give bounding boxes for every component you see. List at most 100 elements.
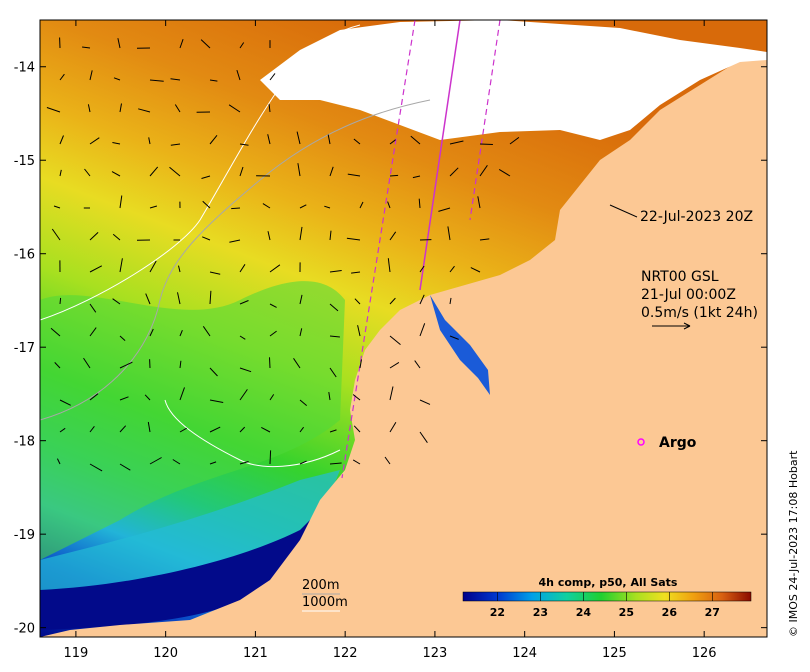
lat-tick-label: -18 [14,435,35,450]
isobath-200m [40,99,431,421]
lon-tick-label: 123 [422,646,447,661]
current-vector [353,138,361,145]
current-vector [89,425,95,433]
sst-map [40,20,767,637]
current-vector [293,358,301,369]
current-vector [119,463,131,471]
current-vector [327,134,331,145]
current-vector [412,175,421,179]
current-vector [200,39,211,49]
latitude-axis: -14 -15 -16 -17 -18 -19 -20 [14,61,767,637]
current-vector [179,387,185,401]
current-vector [117,38,121,49]
current-vector [179,330,183,337]
current-scale-label: 0.5m/s (1kt 24h) [641,305,758,321]
colorbar-tick-label: 25 [619,606,634,619]
lat-tick-label: -14 [14,61,35,76]
current-vector [144,394,151,401]
current-vector [419,294,425,305]
isobath-1000m [40,24,361,321]
current-vector [262,203,271,209]
lon-tick-label: 125 [602,646,627,661]
current-vector [389,231,397,241]
current-vector [119,258,123,273]
current-vector [148,137,151,145]
satellite-track [341,20,416,479]
isobath-legend-200m: 200m [302,578,339,593]
current-vector [479,165,488,177]
current-vector [89,303,97,313]
current-vector [449,167,459,177]
current-vector [299,399,308,406]
current-vector [329,303,339,312]
current-vector [384,456,391,465]
current-vector [410,135,421,145]
current-vector [89,265,103,273]
current-vector [269,303,277,308]
current-vectors [46,37,520,472]
current-vector [89,137,100,145]
current-vector [170,143,181,146]
colorbar-tick-label: 24 [576,606,592,619]
current-vector [239,166,244,177]
current-vector [51,228,61,241]
satellite-track [469,20,501,221]
current-vector [149,457,162,465]
current-vector [299,460,307,465]
current-vector [329,166,334,177]
cool-coastal-band [40,470,340,610]
current-vector [329,367,337,378]
current-vector [297,163,301,177]
current-vector [346,237,361,241]
current-vector [56,458,61,465]
current-vector [59,297,62,305]
current-vector [239,461,249,465]
current-vector [209,426,221,433]
current-vector [209,271,221,275]
current-vector [119,361,133,369]
current-vector [209,461,217,465]
current-vector [169,166,181,177]
current-vector [87,104,91,113]
current-vector [477,196,481,209]
current-vector [269,357,271,369]
current-vector [174,104,181,113]
current-vector [329,230,332,241]
isobath-legend-1000m: 1000m [302,595,348,610]
current-vector [354,298,361,305]
current-vector [229,239,241,243]
current-vector [119,195,123,209]
current-vector [209,79,218,82]
current-vector [149,260,157,273]
current-vector [449,140,464,145]
isobath-1000m-offshore [164,399,341,467]
colorbar-tick-label: 26 [662,606,678,619]
current-vector [119,103,122,113]
current-vector [389,335,401,345]
lat-tick-label: -16 [14,248,35,263]
current-vector [89,232,99,241]
current-vector [329,270,342,273]
current-vector [329,335,340,338]
colorbar-tick-label: 22 [490,606,505,619]
current-vector [112,233,121,241]
current-vector [119,425,127,433]
current-vector [202,236,211,241]
current-vector [479,238,490,241]
colorbar-scale [462,591,752,602]
current-vector [329,462,342,465]
current-vector [202,326,211,337]
current-vector [498,168,511,177]
current-vector [149,166,159,177]
current-vector [172,459,181,465]
lat-tick-label: -19 [14,528,35,543]
current-vector [269,394,275,401]
current-vector [239,389,248,401]
current-vector [239,367,252,373]
current-vector [419,399,431,405]
current-vector [324,205,331,209]
lon-tick-label: 120 [153,646,178,661]
map-border [39,19,768,638]
current-vector [201,175,211,179]
current-vector [59,135,64,145]
